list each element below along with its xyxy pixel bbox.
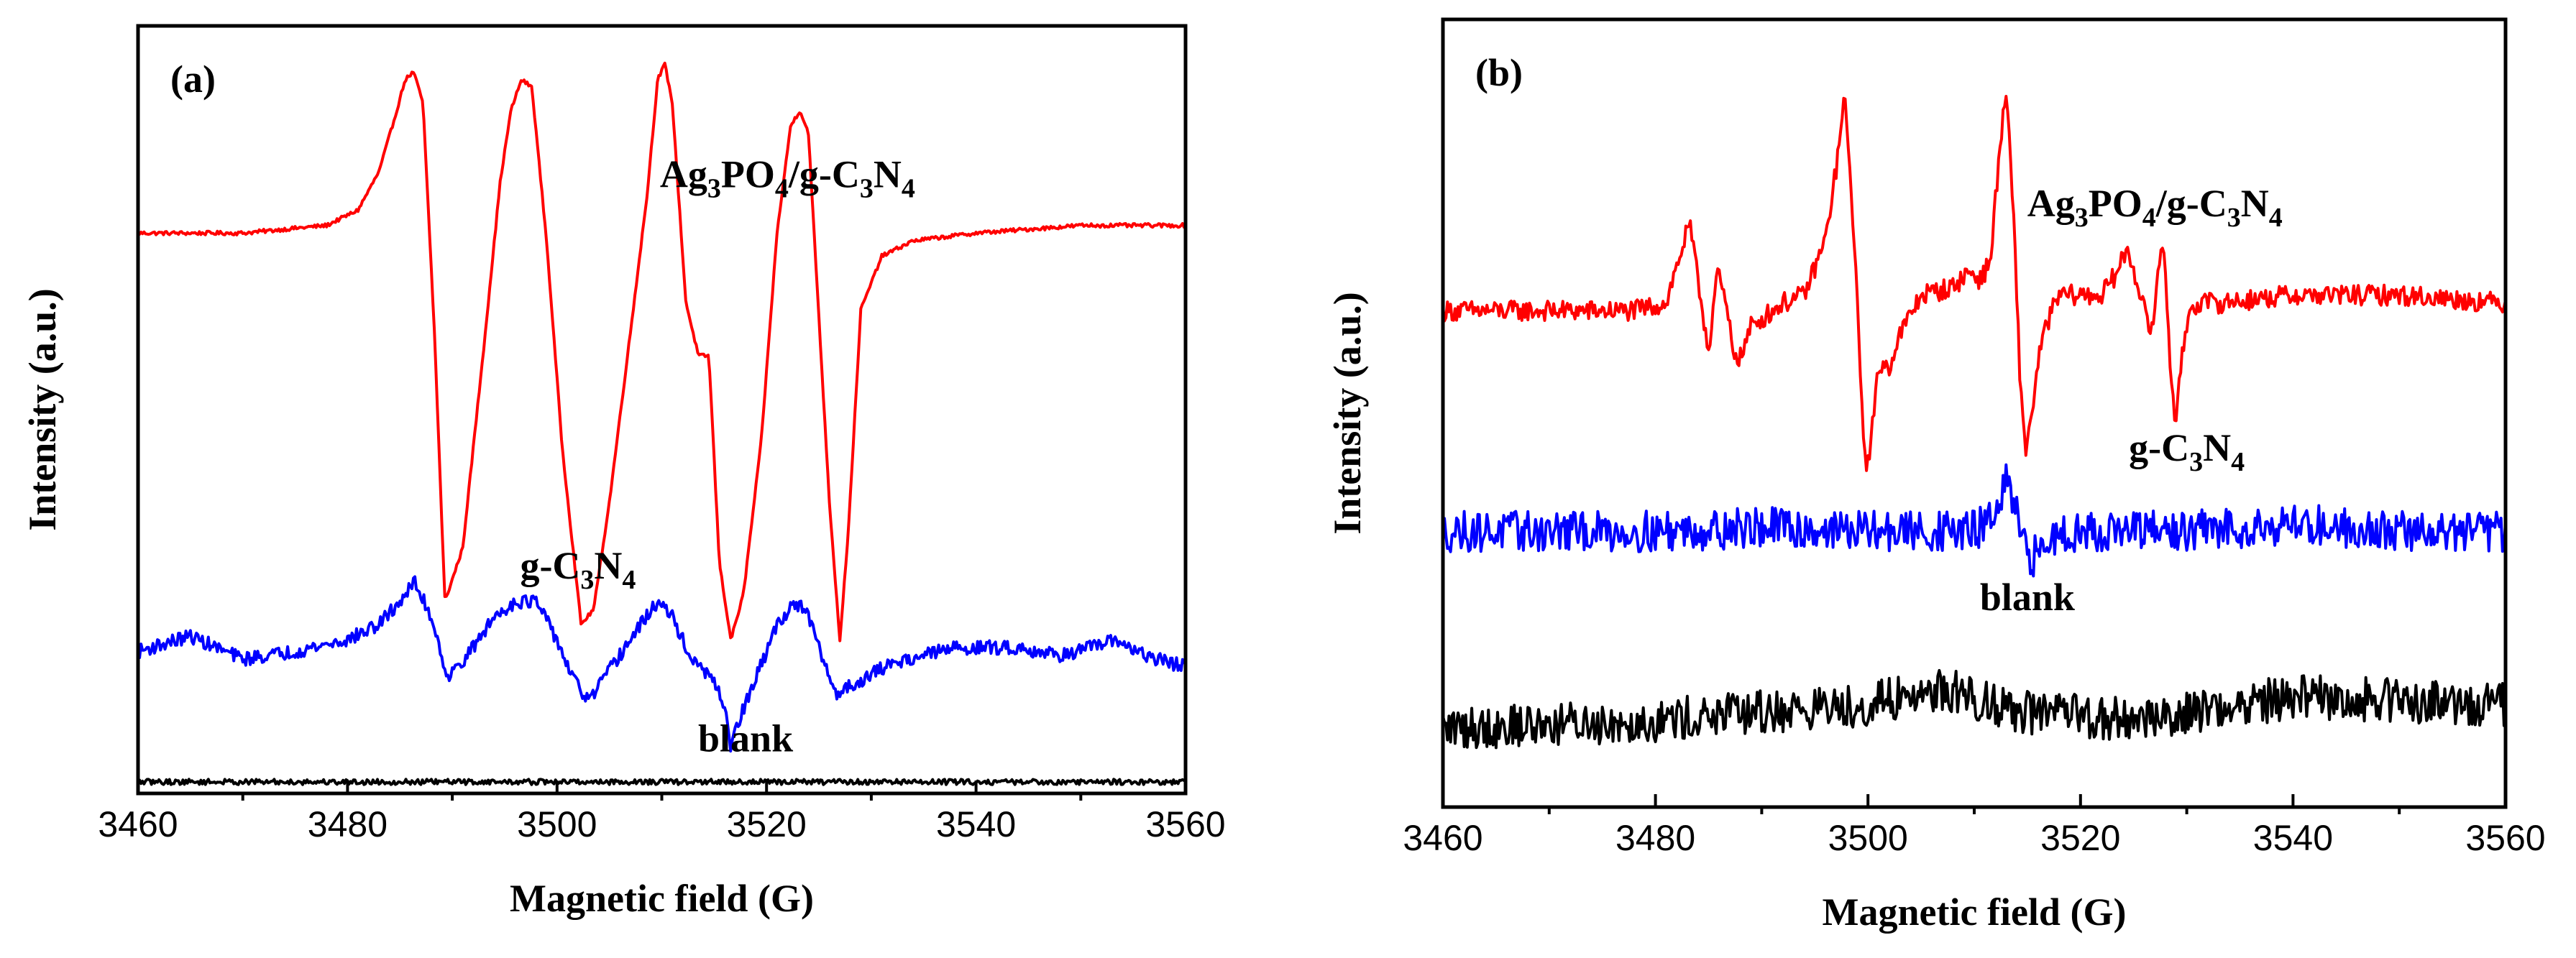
x-tick-label: 3520 xyxy=(2040,818,2120,858)
series-label-blank: blank xyxy=(1980,576,2075,619)
x-tick-label: 3520 xyxy=(727,804,807,844)
x-tick-label: 3460 xyxy=(98,804,178,844)
x-tick-label: 3500 xyxy=(1828,818,1908,858)
series-label-ag3po4-g-c3n4: Ag3PO4/g-C3N4 xyxy=(2027,182,2283,233)
series-line-blank xyxy=(138,778,1186,786)
x-axis-title: Magnetic field (G) xyxy=(1823,890,2127,934)
series-label-ag3po4-g-c3n4: Ag3PO4/g-C3N4 xyxy=(660,152,915,203)
x-tick-label: 3560 xyxy=(1145,804,1225,844)
series-label-g-c3n4: g-C3N4 xyxy=(520,544,636,595)
panel-label: (a) xyxy=(170,57,216,101)
x-tick-label: 3460 xyxy=(1403,818,1482,858)
series-line-g-c3n4 xyxy=(1443,463,2506,578)
plot-frame xyxy=(1441,17,2508,809)
y-axis-title: Intensity (a.u.) xyxy=(1326,292,1369,535)
x-tick-label: 3500 xyxy=(517,804,597,844)
series-line-ag3po4-g-c3n4 xyxy=(1443,95,2506,472)
panel-a: Ag3PO4/g-C3N4 g-C3N4 blank 3460 3480 3500 3520… xyxy=(21,24,1226,920)
series-label-g-c3n4: g-C3N4 xyxy=(2129,426,2245,477)
plot-frame xyxy=(136,24,1188,796)
x-tick-label: 3560 xyxy=(2465,818,2545,858)
series-line-blank xyxy=(1443,668,2506,750)
x-tick-label: 3480 xyxy=(1615,818,1695,858)
y-axis-title: Intensity (a.u.) xyxy=(21,288,64,531)
panel-label: (b) xyxy=(1475,51,1523,94)
panel-b: Ag3PO4/g-C3N4 g-C3N4 blank 3460 3480 3500 3520… xyxy=(1326,17,2546,934)
x-axis-title: Magnetic field (G) xyxy=(510,877,814,920)
x-tick-label: 3480 xyxy=(308,804,388,844)
x-tick-label: 3540 xyxy=(936,804,1016,844)
series-line-g-c3n4 xyxy=(138,575,1186,753)
x-tick-label: 3540 xyxy=(2253,818,2333,858)
series-line-ag3po4-g-c3n4 xyxy=(138,61,1186,642)
series-label-blank: blank xyxy=(698,717,793,760)
